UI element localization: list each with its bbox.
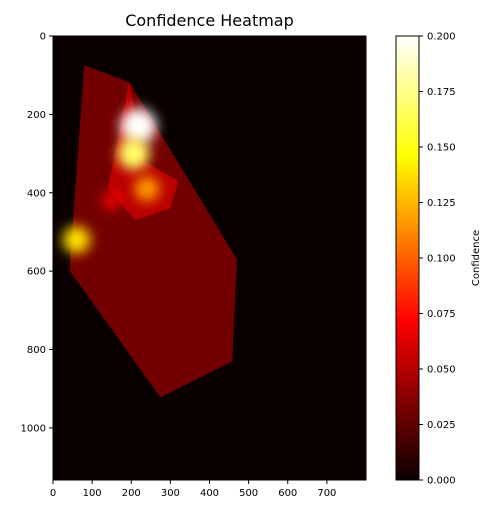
- colorbar-tick-label: 0.175: [427, 87, 456, 98]
- heatmap-hotspot: [62, 226, 91, 254]
- chart-title: Confidence Heatmap: [125, 11, 294, 30]
- x-tick-label: 400: [200, 488, 219, 499]
- x-tick-label: 200: [122, 488, 141, 499]
- x-tick-label: 700: [317, 488, 336, 499]
- y-tick-label: 0: [40, 32, 46, 43]
- colorbar: 0.000 0.025 0.050 0.075 0.100 0.125 0.150 0.175…: [395, 32, 482, 487]
- heatmap-hotspot: [102, 191, 121, 210]
- heatmap-region: [69, 270, 233, 398]
- y-axis: 0 200 400 600 800 1000: [21, 32, 53, 434]
- heatmap-hotspot: [120, 108, 157, 145]
- colorbar-tick-label: 0.075: [427, 309, 456, 320]
- colorbar-tick-label: 0.200: [427, 32, 456, 43]
- y-tick-label: 600: [27, 267, 46, 278]
- x-tick-label: 0: [50, 488, 56, 499]
- heatmap-hotspots: [62, 108, 160, 254]
- heatmap-hotspot: [134, 176, 160, 202]
- heatmap-hotspot: [117, 137, 150, 170]
- plot-area: [52, 35, 367, 481]
- x-tick-label: 500: [239, 488, 258, 499]
- colorbar-tick-label: 0.100: [427, 254, 456, 265]
- colorbar-label: Confidence: [471, 230, 482, 286]
- x-tick-label: 300: [161, 488, 180, 499]
- y-tick-label: 800: [27, 345, 46, 356]
- y-tick-label: 200: [27, 110, 46, 121]
- colorbar-tick-label: 0.025: [427, 420, 456, 431]
- colorbar-tick-label: 0.050: [427, 365, 456, 376]
- colorbar-tick-label: 0.125: [427, 198, 456, 209]
- colorbar-tick-label: 0.150: [427, 143, 456, 154]
- y-tick-label: 400: [27, 188, 46, 199]
- colorbar-ticks: 0.000 0.025 0.050 0.075 0.100 0.125 0.150 0.175…: [419, 32, 456, 487]
- x-tick-label: 100: [83, 488, 102, 499]
- x-tick-label: 600: [278, 488, 297, 499]
- x-axis: 0 100 200 300 400 500 600 700: [50, 480, 336, 499]
- colorbar-tick-label: 0.000: [427, 476, 456, 487]
- y-tick-label: 1000: [21, 423, 46, 434]
- colorbar-gradient: [395, 35, 420, 481]
